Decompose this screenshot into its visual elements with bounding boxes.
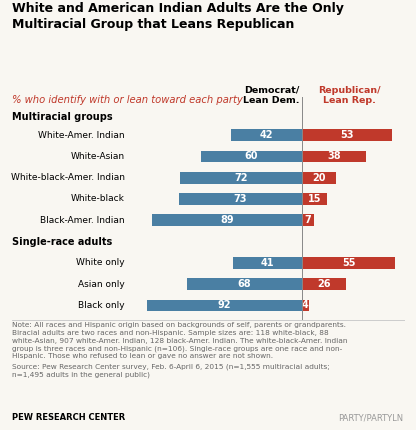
Text: Democrat/
Lean Dem.: Democrat/ Lean Dem. [243,86,300,105]
Bar [152,215,302,226]
Text: 4: 4 [302,301,309,310]
Text: White-black-Amer. Indian: White-black-Amer. Indian [11,173,125,182]
Text: 89: 89 [220,215,234,225]
Text: % who identify with or lean toward each party: % who identify with or lean toward each … [12,95,243,104]
Bar [201,150,302,162]
Bar [233,257,302,269]
Text: 92: 92 [218,301,231,310]
Bar [147,300,302,311]
Text: White-black: White-black [71,194,125,203]
Text: 73: 73 [234,194,247,204]
Bar [302,129,392,141]
Bar [302,150,366,162]
Text: 60: 60 [245,151,258,161]
Text: 72: 72 [235,173,248,183]
Text: 68: 68 [238,279,252,289]
Text: 55: 55 [342,258,355,268]
Text: Black-Amer. Indian: Black-Amer. Indian [40,216,125,225]
Text: 7: 7 [305,215,312,225]
Text: 42: 42 [260,130,273,140]
Bar [302,300,309,311]
Text: Source: Pew Research Center survey, Feb. 6-April 6, 2015 (n=1,555 multiracial ad: Source: Pew Research Center survey, Feb.… [12,363,330,378]
Bar [302,278,346,290]
Text: White-Asian: White-Asian [71,152,125,161]
Text: Black only: Black only [78,301,125,310]
Text: PARTY/PARTYLN: PARTY/PARTYLN [338,413,404,422]
Text: 53: 53 [340,130,354,140]
Bar [187,278,302,290]
Text: White and American Indian Adults Are the Only
Multiracial Group that Leans Repub: White and American Indian Adults Are the… [12,2,344,31]
Text: 20: 20 [312,173,326,183]
Text: 38: 38 [327,151,341,161]
Text: Single-race adults: Single-race adults [12,237,113,246]
Text: Republican/
Lean Rep.: Republican/ Lean Rep. [318,86,381,105]
Bar [179,193,302,205]
Bar [181,172,302,184]
Text: PEW RESEARCH CENTER: PEW RESEARCH CENTER [12,413,126,422]
Text: Multiracial groups: Multiracial groups [12,112,113,122]
Bar [302,215,314,226]
Text: 41: 41 [261,258,274,268]
Text: 15: 15 [308,194,322,204]
Bar [302,257,395,269]
Text: White only: White only [76,258,125,267]
Text: 26: 26 [317,279,331,289]
Text: Note: All races and Hispanic origin based on backgrounds of self, parents or gra: Note: All races and Hispanic origin base… [12,322,348,359]
Text: White-Amer. Indian: White-Amer. Indian [38,131,125,140]
Bar [231,129,302,141]
Bar [302,193,327,205]
Text: Asian only: Asian only [78,280,125,289]
Bar [302,172,336,184]
